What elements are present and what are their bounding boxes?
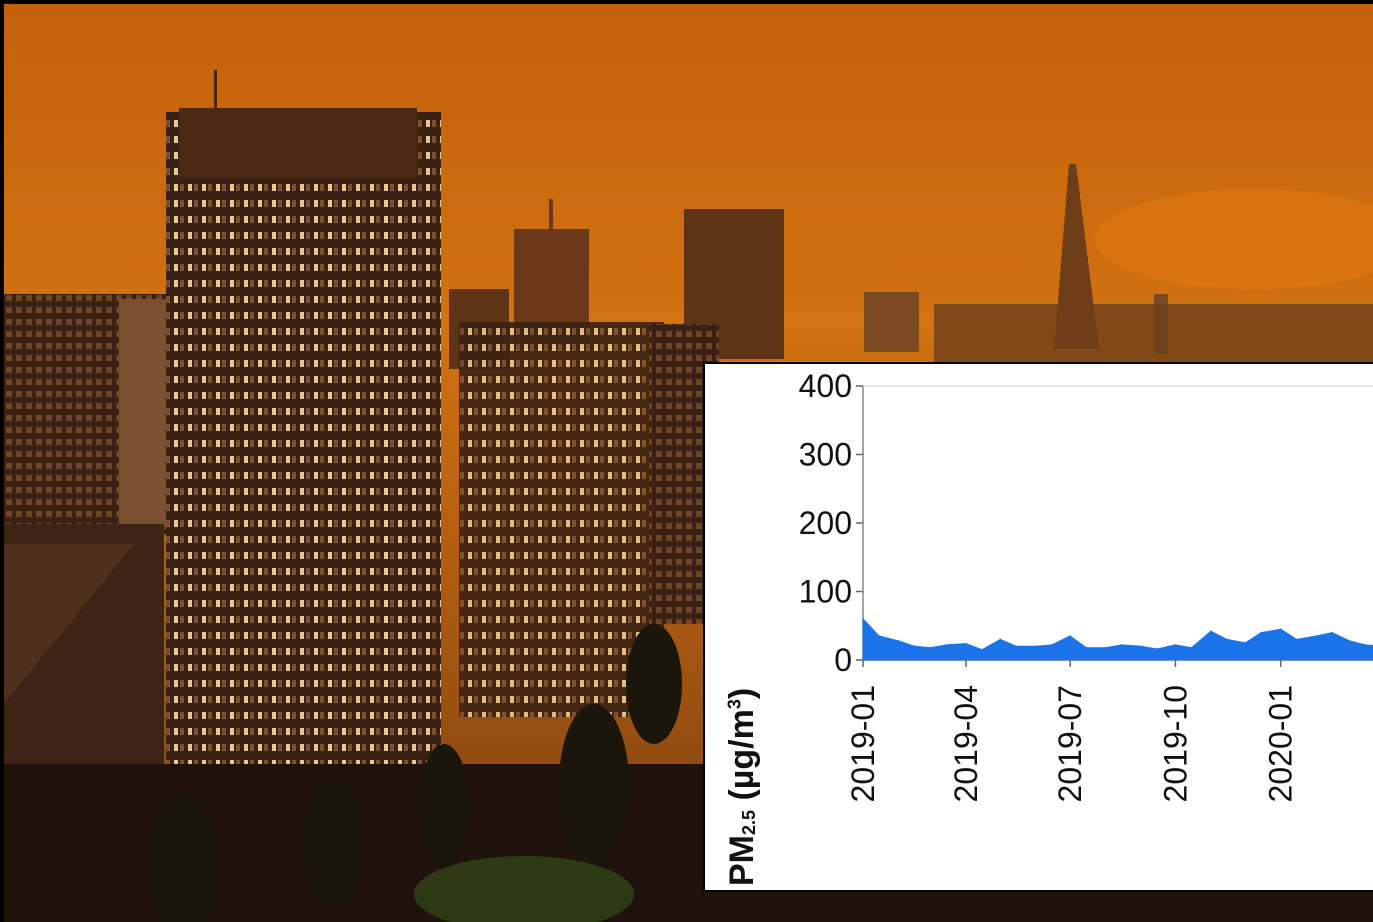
x-tick-label: 2019-01: [845, 685, 881, 802]
data-point: [999, 638, 1002, 641]
x-axis-ticks: 2019-01 2019-04 2019-07 2019-10 2020-01 2020-…: [845, 660, 1373, 802]
data-point: [1051, 644, 1053, 646]
x-tick-label: 2020-04: [1367, 685, 1373, 802]
data-point: [1156, 648, 1158, 650]
y-tick-label: 0: [834, 642, 852, 678]
data-point: [981, 648, 983, 651]
y-axis-ticks: 0 100 200 300 400: [799, 368, 863, 678]
chart-panel: 0 100 200 300 400 2019-01 2019-04 2019-07 2019-…: [703, 362, 1373, 892]
data-point: [1331, 631, 1333, 634]
y-axis-label: PM2.5 (µg/m3): [723, 687, 761, 886]
data-point: [1035, 645, 1037, 648]
data-point: [1315, 635, 1317, 637]
data-point: [878, 635, 880, 637]
data-point: [1244, 642, 1246, 644]
x-tick-label: 2020-01: [1263, 685, 1299, 802]
x-tick-label: 2019-04: [948, 685, 984, 802]
x-tick-label: 2019-10: [1157, 685, 1193, 802]
data-point: [1260, 631, 1263, 634]
data-point: [1015, 645, 1018, 648]
data-point: [945, 644, 948, 646]
series-area-path: [862, 617, 1373, 661]
data-point: [897, 640, 900, 642]
data-point: [1348, 640, 1351, 642]
data-point: [1279, 628, 1282, 630]
series-area: [862, 617, 1373, 661]
data-point: [1190, 646, 1193, 649]
data-point: [929, 646, 932, 649]
data-point: [1140, 645, 1142, 648]
x-tick-label: 2019-07: [1052, 685, 1088, 802]
data-point: [1364, 644, 1367, 646]
y-tick-label: 200: [799, 505, 852, 541]
data-point: [1069, 635, 1071, 637]
data-point: [965, 642, 967, 645]
data-point: [1295, 638, 1298, 641]
y-tick-label: 400: [799, 368, 852, 404]
data-point: [1104, 646, 1107, 649]
data-point: [1174, 644, 1177, 646]
axes: [862, 385, 1373, 661]
data-point: [1226, 638, 1228, 641]
data-point: [1210, 630, 1212, 632]
y-tick-label: 300: [799, 437, 852, 473]
data-point: [913, 645, 916, 648]
y-tick-label: 100: [799, 574, 852, 610]
data-point: [862, 618, 864, 620]
data-point: [1085, 646, 1087, 649]
data-point: [1120, 644, 1123, 646]
